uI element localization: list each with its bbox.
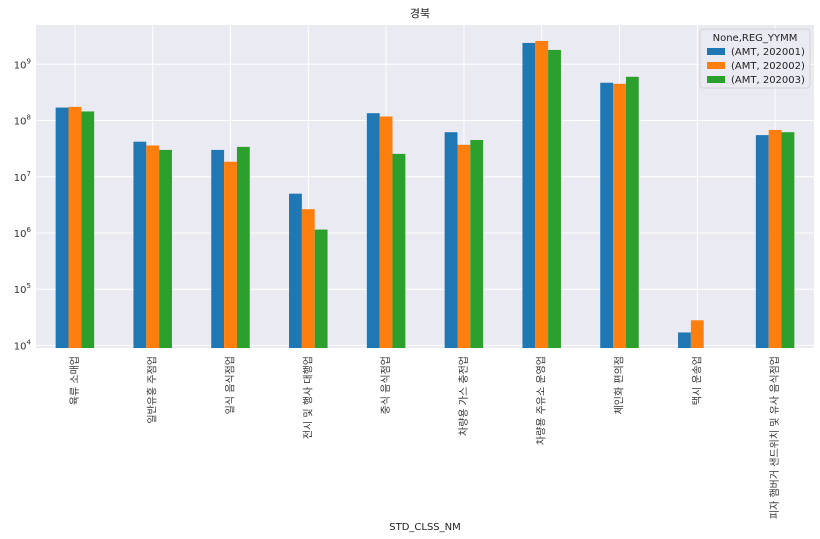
y-tick-label: 105 [14,282,31,296]
legend-swatch [707,62,725,69]
y-tick-exponent: 9 [27,57,31,65]
y-tick-base: 10 [14,341,27,352]
y-tick-base: 10 [14,173,27,184]
bar [224,161,237,348]
x-tick-label: 육류 소매업 [68,356,81,405]
y-tick-base: 10 [14,229,27,240]
bar [457,144,471,348]
x-tick-label: 차량용 가스 충전업 [457,356,470,436]
bar [678,332,691,348]
x-axis-ticks: 육류 소매업 일반유흥 주점업 일식 음식점업 전시 및 행사 대행업 중식 음식점업 차… [68,356,781,519]
x-tick-label: 차량용 주유소 운영업 [535,356,548,445]
y-tick-base: 10 [14,285,27,296]
bar [781,132,795,348]
y-tick-exponent: 5 [27,282,31,290]
bar [470,140,484,348]
bar [146,145,160,348]
bar [535,40,549,349]
bar [301,209,315,348]
bar [690,320,704,348]
bar [314,229,328,348]
legend-entry: (AMT, 202002) [731,61,805,72]
x-tick-label: 피자 햄버거 샌드위치 및 유사 음식점업 [768,356,781,519]
y-tick-exponent: 8 [27,114,31,122]
y-tick-label: 106 [14,226,32,240]
bars [55,40,795,349]
bar [379,116,393,348]
y-tick-exponent: 7 [27,170,31,178]
y-tick-base: 10 [14,117,27,128]
bar [159,149,172,348]
legend-box [699,28,811,89]
bar [600,82,614,349]
legend: None,REG_YYMM (AMT, 202001) (AMT, 202002)… [699,28,811,89]
x-tick-label: 전시 및 행사 대행업 [301,356,314,439]
bar [289,193,302,348]
bar [548,49,561,348]
x-tick-label: 일식 음식점업 [224,356,237,414]
bar [613,83,626,348]
bar [522,42,536,348]
y-tick-label: 108 [14,114,31,128]
legend-title: None,REG_YYMM [713,33,798,44]
x-tick-label: 체인화 편의점 [614,356,626,414]
bar [392,153,406,348]
bar [55,107,69,348]
bar [133,141,147,348]
bar [625,76,639,348]
bar [211,149,225,348]
y-tick-label: 104 [14,338,32,352]
y-tick-exponent: 4 [27,338,32,346]
x-tick-label: 일반유흥 주점업 [146,356,159,424]
bar [366,113,380,348]
bar [768,129,782,348]
y-tick-label: 107 [14,170,31,184]
x-tick-label: 중식 음식점업 [379,356,392,414]
chart-title: 경북 [410,7,430,20]
y-tick-label: 109 [14,57,31,71]
bar [444,132,458,348]
bar [755,135,769,348]
legend-entry: (AMT, 202003) [731,75,805,86]
legend-entry: (AMT, 202001) [731,47,805,58]
x-tick-label: 택시 운송업 [690,356,703,405]
bar [236,146,250,348]
bar [68,106,82,348]
x-axis-label: STD_CLSS_NM [389,522,461,533]
legend-swatch [707,76,725,83]
legend-swatch [707,48,725,55]
y-tick-base: 10 [14,60,27,71]
bar [81,111,95,348]
y-tick-exponent: 6 [27,226,32,234]
